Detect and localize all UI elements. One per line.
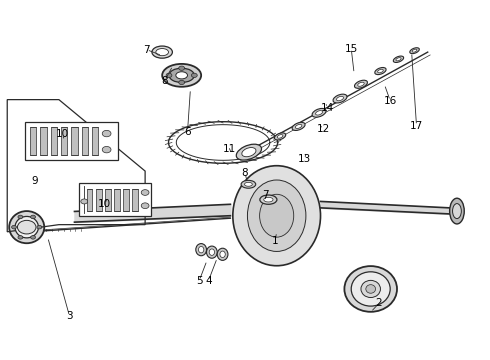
Ellipse shape [378, 69, 383, 73]
Ellipse shape [260, 195, 277, 204]
Circle shape [81, 199, 88, 204]
Text: 8: 8 [161, 76, 168, 86]
Text: 12: 12 [317, 124, 330, 134]
Text: 7: 7 [262, 190, 269, 200]
Text: 2: 2 [376, 298, 382, 308]
Ellipse shape [196, 244, 206, 256]
Bar [114, 189, 120, 211]
Ellipse shape [236, 144, 262, 160]
Circle shape [179, 66, 185, 70]
Ellipse shape [220, 251, 225, 257]
Ellipse shape [337, 96, 343, 101]
Bar [41, 127, 47, 156]
Text: 1: 1 [272, 236, 278, 246]
Text: 14: 14 [321, 103, 335, 113]
Text: 5: 5 [196, 276, 202, 286]
Text: 11: 11 [223, 144, 236, 154]
Bar [96, 189, 101, 211]
Circle shape [18, 215, 23, 219]
Circle shape [37, 225, 42, 229]
Ellipse shape [366, 285, 375, 293]
Ellipse shape [169, 68, 195, 82]
Ellipse shape [209, 249, 215, 255]
Ellipse shape [206, 246, 217, 258]
Text: 10: 10 [56, 129, 69, 139]
Text: 16: 16 [384, 96, 397, 106]
Ellipse shape [351, 272, 390, 306]
Ellipse shape [260, 194, 294, 237]
Circle shape [18, 220, 36, 234]
Circle shape [141, 203, 149, 208]
Bar [51, 127, 57, 156]
Ellipse shape [354, 80, 368, 88]
Circle shape [166, 73, 172, 77]
Text: 13: 13 [298, 154, 311, 164]
Ellipse shape [312, 108, 326, 117]
Bar [87, 189, 93, 211]
Ellipse shape [233, 166, 320, 266]
Circle shape [179, 80, 185, 85]
Text: 17: 17 [410, 121, 423, 131]
Bar [30, 127, 36, 156]
Text: 3: 3 [66, 311, 73, 321]
Ellipse shape [156, 49, 169, 56]
FancyBboxPatch shape [25, 122, 118, 160]
Ellipse shape [344, 266, 397, 312]
Text: 4: 4 [205, 276, 212, 286]
Ellipse shape [198, 247, 204, 253]
FancyBboxPatch shape [79, 183, 151, 216]
Ellipse shape [292, 122, 305, 130]
Bar [82, 127, 88, 156]
Circle shape [12, 225, 17, 229]
Ellipse shape [15, 216, 38, 238]
Bar [92, 127, 98, 156]
Circle shape [30, 235, 35, 239]
Text: 6: 6 [184, 127, 191, 137]
Ellipse shape [152, 46, 172, 58]
Ellipse shape [333, 94, 347, 103]
Ellipse shape [9, 211, 44, 243]
Ellipse shape [247, 180, 306, 251]
Ellipse shape [242, 148, 256, 157]
Ellipse shape [375, 68, 386, 75]
Circle shape [102, 147, 111, 153]
Circle shape [18, 235, 23, 239]
Text: 10: 10 [98, 199, 111, 209]
Ellipse shape [410, 48, 419, 54]
Ellipse shape [393, 56, 404, 62]
Text: 15: 15 [344, 44, 358, 54]
Ellipse shape [295, 125, 302, 129]
Ellipse shape [245, 182, 252, 186]
Ellipse shape [453, 203, 461, 219]
Text: 9: 9 [31, 176, 38, 186]
Bar [61, 127, 68, 156]
Circle shape [192, 73, 197, 77]
Ellipse shape [264, 197, 273, 202]
Bar [123, 189, 129, 211]
Ellipse shape [316, 111, 322, 115]
Bar [72, 127, 78, 156]
Ellipse shape [450, 198, 464, 224]
Text: 7: 7 [143, 45, 150, 55]
Ellipse shape [358, 82, 364, 86]
Circle shape [102, 130, 111, 137]
Text: 8: 8 [242, 168, 248, 178]
Ellipse shape [274, 133, 286, 140]
Bar [132, 189, 138, 211]
Ellipse shape [412, 49, 417, 52]
Ellipse shape [361, 280, 380, 297]
Ellipse shape [176, 72, 188, 79]
Circle shape [30, 215, 35, 219]
Bar [105, 189, 111, 211]
Ellipse shape [396, 58, 401, 61]
Ellipse shape [217, 248, 228, 260]
Circle shape [141, 190, 149, 195]
Ellipse shape [162, 64, 201, 87]
Ellipse shape [241, 180, 256, 188]
Ellipse shape [277, 135, 283, 138]
